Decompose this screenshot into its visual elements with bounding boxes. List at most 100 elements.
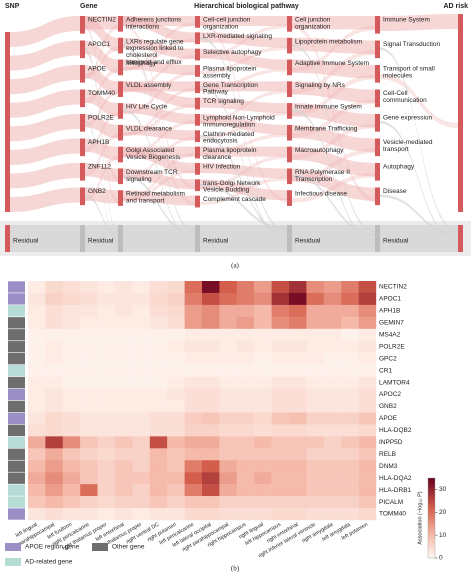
heatmap-cell [28, 484, 46, 497]
heatmap-cell [62, 364, 81, 377]
heatmap-cell [323, 352, 342, 365]
flow [123, 190, 195, 206]
heatmap-cell [184, 484, 203, 497]
node-label: Lipoprotein metabolism [295, 38, 362, 45]
heatmap-cell [28, 436, 46, 449]
heatmap-cell [289, 436, 307, 449]
heatmap-cell [254, 352, 272, 365]
heatmap-cell [358, 508, 377, 521]
heatmap-cell [167, 424, 185, 437]
flow [123, 146, 195, 173]
heatmap-cell [45, 508, 63, 521]
heatmap-cell [97, 460, 116, 473]
heatmap-cell [62, 304, 81, 318]
residual-bar [118, 225, 123, 252]
heatmap-cell [219, 376, 237, 389]
heatmap-cell [254, 472, 272, 485]
flow [292, 44, 375, 233]
heatmap-cell [219, 281, 237, 294]
column-header: AD risk [443, 3, 468, 10]
group-marker [8, 329, 25, 341]
heatmap-cell [167, 436, 185, 449]
node-label: Cell-cell junction organization [203, 16, 251, 30]
node-bar [195, 130, 200, 143]
flow [123, 23, 195, 190]
heatmap-cell [341, 328, 359, 341]
heatmap-cell [341, 448, 359, 461]
heatmap-cell [358, 376, 377, 389]
flow [85, 194, 118, 236]
flow [10, 40, 80, 71]
flow [123, 45, 195, 206]
heatmap-cell [115, 484, 133, 497]
flow [10, 114, 80, 142]
node-bar [195, 97, 200, 110]
row-label: APOC2 [379, 391, 401, 398]
residual-bar [80, 225, 85, 252]
residual-label: Residual [203, 238, 229, 245]
flow [85, 49, 118, 204]
flow [123, 37, 195, 59]
row-label: LAMTOR4 [379, 379, 410, 386]
heatmap-cell [289, 292, 307, 306]
node-bar [287, 81, 292, 98]
flow [123, 104, 195, 137]
heatmap-cell [254, 388, 272, 401]
heatmap-cell [306, 484, 324, 497]
row-label: HLA-DRB1 [379, 487, 412, 494]
node-bar [287, 103, 292, 119]
node-bar [375, 40, 380, 59]
heatmap-cell [28, 472, 46, 485]
node-label: Cell junction organization [295, 16, 331, 30]
heatmap-cell [167, 412, 185, 425]
node-label: Membrane Trafficking [295, 125, 358, 132]
heatmap-cell [184, 376, 203, 389]
heatmap-cell [45, 472, 63, 485]
heatmap-cell [289, 472, 307, 485]
heatmap-cell [184, 292, 203, 306]
flow [292, 103, 375, 128]
heatmap-cell [254, 328, 272, 341]
heatmap-cell [149, 436, 168, 449]
heatmap-cell [254, 400, 272, 413]
heatmap-cell [97, 424, 116, 437]
node-bar [287, 168, 292, 185]
heatmap-cell [62, 388, 81, 401]
heatmap-cell [271, 316, 290, 329]
node-label: APOC1 [88, 41, 110, 48]
heatmap-cell [45, 496, 63, 509]
node-label: Adherens junctions interactions [126, 16, 182, 30]
heatmap-cell [289, 281, 307, 294]
heatmap-cell [306, 352, 324, 365]
heatmap-cell [97, 304, 116, 318]
node-bar [80, 138, 85, 157]
heatmap-cell [202, 436, 220, 449]
node-bar [80, 16, 85, 34]
colorbar-tick-label: 30 [439, 486, 447, 493]
heatmap-cell [80, 292, 98, 306]
heatmap-cell [358, 436, 377, 449]
heatmap-cell [132, 304, 150, 318]
heatmap-cell [219, 460, 237, 473]
heatmap-cell [323, 281, 342, 294]
heatmap-cell [184, 281, 203, 294]
heatmap-cell [45, 316, 63, 329]
node-label: TOMM40 [88, 90, 115, 97]
heatmap-cell [202, 340, 220, 353]
node-label: LXR-mediated signaling [203, 33, 272, 40]
node-label: Selective autophagy [203, 49, 262, 56]
flow [123, 59, 195, 75]
heatmap-cell [219, 472, 237, 485]
heatmap-cell [202, 281, 220, 294]
node-bar [375, 187, 380, 206]
flow [380, 225, 458, 252]
heatmap-cell [167, 328, 185, 341]
flow [85, 121, 118, 242]
node-bar [118, 168, 123, 185]
node-label: Plasma lipoprotein assembly [203, 65, 257, 79]
heatmap-cell [28, 460, 46, 473]
heatmap-cell [45, 376, 63, 389]
heatmap-cell [236, 400, 255, 413]
heatmap-cell [62, 448, 81, 461]
flow [10, 16, 80, 47]
